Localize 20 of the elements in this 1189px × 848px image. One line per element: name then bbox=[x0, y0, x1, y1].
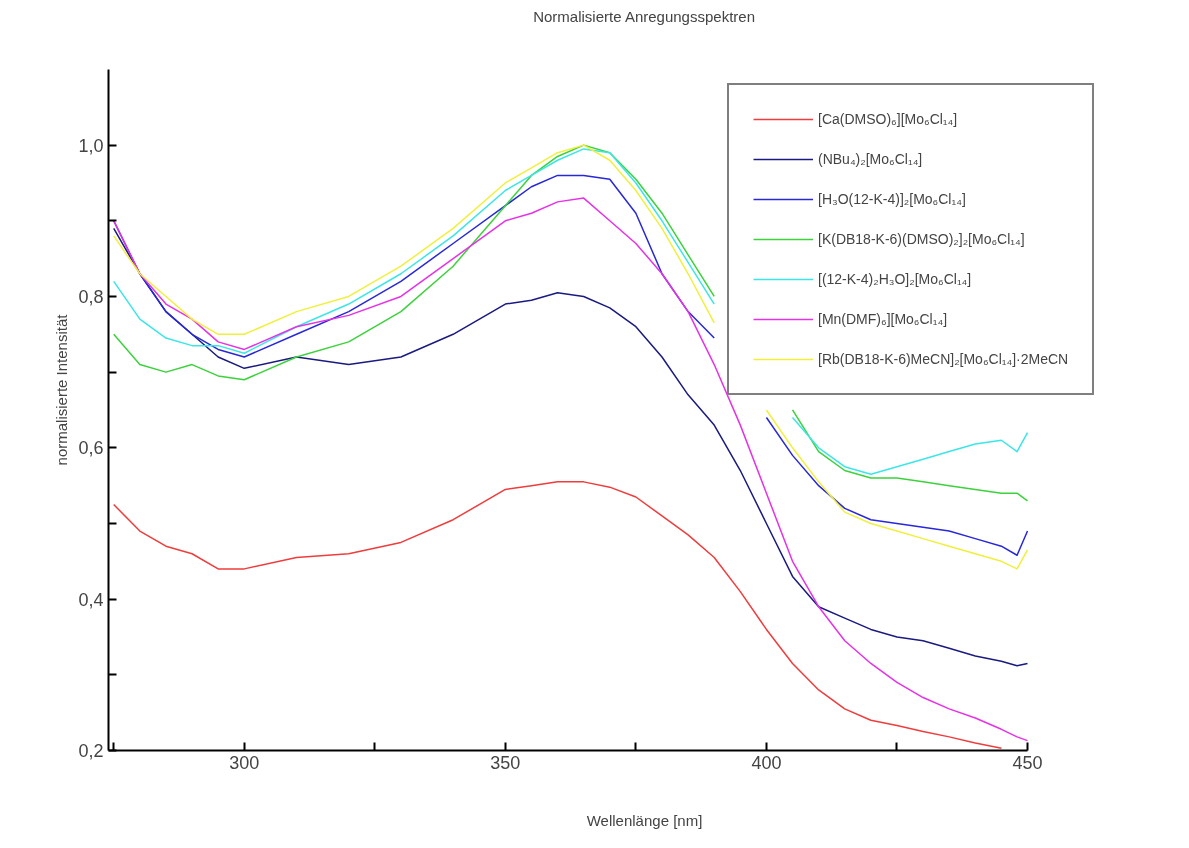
legend-label: [Ca(DMSO)₆][Mo₆Cl₁₄] bbox=[818, 111, 958, 127]
y-tick-label: 0,8 bbox=[78, 286, 104, 307]
legend-label: [H₃O(12-K-4)]₂[Mo₆Cl₁₄] bbox=[818, 191, 966, 207]
x-tick-label: 300 bbox=[229, 752, 260, 773]
legend-label: [K(DB18-K-6)(DMSO)₂]₂[Mo₆Cl₁₄] bbox=[818, 231, 1025, 247]
y-tick-label: 1,0 bbox=[78, 135, 104, 156]
chart-title: Normalisierte Anregungsspektren bbox=[533, 7, 755, 25]
legend-label: [(12-K-4)₂H₃O]₂[Mo₆Cl₁₄] bbox=[818, 271, 972, 287]
x-tick-label: 450 bbox=[1012, 752, 1043, 773]
line-series bbox=[112, 481, 1003, 749]
legend-label: [Mn(DMF)₆][Mo₆Cl₁₄] bbox=[818, 311, 948, 327]
x-tick-label: 350 bbox=[490, 752, 521, 773]
y-tick-label: 0,4 bbox=[78, 589, 104, 610]
x-axis-title: Wellenlänge [nm] bbox=[586, 811, 703, 829]
legend-label: [Rb(DB18-K-6)MeCN]₂[Mo₆Cl₁₄]·2MeCN bbox=[818, 351, 1069, 367]
y-tick-label: 0,2 bbox=[78, 741, 104, 761]
y-tick-label: 0,6 bbox=[78, 438, 104, 459]
y-axis-title: normalisierte Intensität bbox=[53, 313, 71, 466]
legend-label: (NBu₄)₂[Mo₆Cl₁₄] bbox=[818, 151, 923, 167]
x-tick-label: 400 bbox=[751, 752, 782, 773]
